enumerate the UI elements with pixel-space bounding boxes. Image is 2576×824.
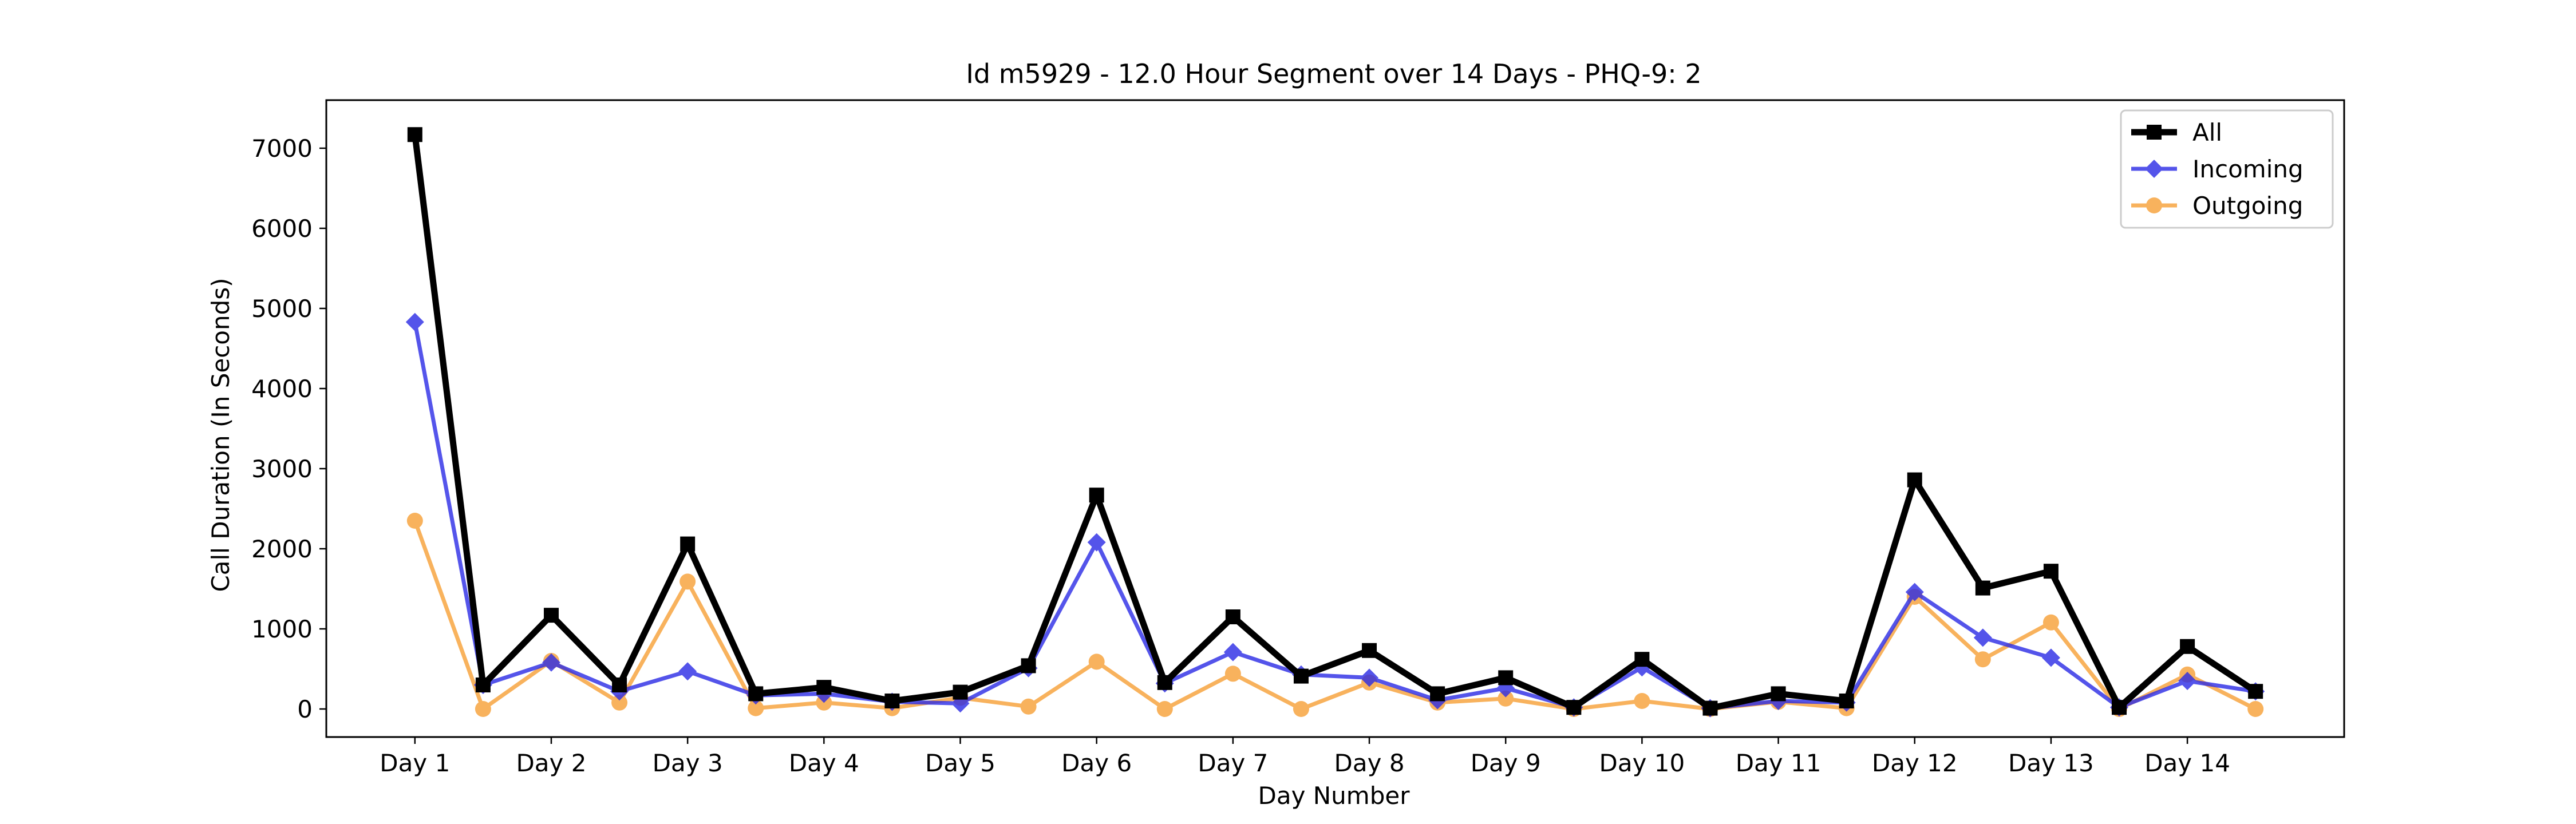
y-tick-label: 6000	[251, 215, 313, 243]
plot-area: 0 1000 2000 3000 4000 5000 6000 7000 Day 1 Day 2 D…	[251, 99, 2345, 777]
data-point	[2247, 701, 2264, 717]
legend: All Incoming Outgoing	[2120, 109, 2334, 229]
data-point	[2112, 700, 2127, 715]
chart-title: Id m5929 - 12.0 Hour Segment over 14 Day…	[966, 58, 1701, 89]
x-tick-label: Day 2	[516, 749, 586, 777]
data-point	[1088, 653, 1105, 670]
data-point	[1020, 698, 1037, 715]
x-tick-label: Day 5	[925, 749, 995, 777]
data-point	[2041, 648, 2060, 667]
data-point	[1224, 665, 1241, 682]
data-point	[406, 513, 423, 529]
y-tick-label: 0	[297, 695, 313, 723]
data-point	[2042, 614, 2059, 631]
data-point	[475, 678, 491, 692]
x-tick-label: Day 10	[1599, 749, 1685, 777]
y-tick-label: 7000	[251, 134, 313, 163]
data-point	[748, 700, 764, 716]
series-line	[412, 134, 2258, 712]
data-point	[1360, 668, 1379, 687]
data-point	[1225, 609, 1240, 624]
x-axis-label: Day Number	[1258, 782, 1410, 810]
x-tick-label: Day 4	[789, 749, 859, 777]
y-tick-label: 1000	[251, 615, 313, 643]
data-point	[1021, 658, 1036, 674]
y-tick-label: 4000	[251, 375, 313, 403]
x-tick-label: Day 1	[380, 749, 450, 777]
data-point	[1293, 668, 1309, 684]
x-tick-label: Day 11	[1736, 749, 1822, 777]
data-point	[884, 694, 900, 708]
data-point	[1839, 694, 1854, 708]
data-point	[953, 684, 968, 700]
series-line	[413, 520, 2257, 711]
y-tick-label: 5000	[251, 295, 313, 323]
data-point	[1498, 670, 1514, 686]
data-point	[542, 653, 560, 672]
data-point	[1771, 686, 1786, 702]
data-point	[1498, 690, 1514, 707]
data-point	[405, 312, 424, 331]
y-tick-label: 3000	[251, 455, 313, 483]
y-tick-label: 2000	[251, 535, 313, 563]
data-point	[1157, 675, 1172, 690]
y-axis-label: Call Duration (In Seconds)	[207, 278, 235, 592]
x-tick-label: Day 14	[2144, 749, 2230, 777]
x-tick-label: Day 9	[1471, 749, 1541, 777]
legend-label: Outgoing	[2192, 192, 2303, 220]
data-point	[612, 678, 627, 692]
data-point	[816, 680, 832, 695]
series-line	[413, 322, 2256, 711]
x-tick-label: Day 13	[2008, 749, 2094, 777]
data-point	[1293, 701, 1309, 717]
data-point	[2180, 639, 2195, 654]
x-tick-label: Day 7	[1198, 749, 1268, 777]
data-point	[1634, 693, 1650, 709]
data-point	[1973, 628, 1992, 647]
data-point	[1566, 700, 1582, 715]
data-point	[1156, 701, 1173, 717]
data-point	[1975, 580, 1990, 596]
x-tick-label: Day 8	[1334, 749, 1405, 777]
data-point	[680, 536, 696, 552]
data-point	[1362, 643, 1377, 658]
data-point	[2248, 684, 2263, 699]
data-point	[1702, 700, 1718, 716]
data-point	[678, 662, 697, 681]
data-point	[1907, 472, 1922, 488]
data-point	[407, 127, 422, 142]
legend-frame	[2120, 109, 2334, 229]
data-point	[1087, 533, 1106, 552]
data-point	[1430, 686, 1445, 702]
legend-marker	[2146, 197, 2162, 213]
data-point	[679, 573, 696, 590]
data-point	[1974, 651, 1991, 668]
legend-entry	[2131, 125, 2177, 140]
data-point	[1634, 652, 1650, 667]
plot-frame	[325, 99, 2345, 738]
data-point	[1089, 488, 1104, 503]
data-point	[748, 686, 764, 702]
legend-entry	[2131, 197, 2177, 213]
series-all	[407, 127, 2263, 716]
legend-entry	[2131, 160, 2177, 178]
data-point	[1223, 643, 1242, 661]
legend-label: Incoming	[2192, 155, 2304, 183]
legend-marker	[2145, 160, 2163, 178]
legend-marker	[2147, 125, 2162, 140]
data-point	[543, 608, 559, 623]
x-tick-label: Day 6	[1061, 749, 1132, 777]
data-point	[611, 694, 628, 711]
legend-label: All	[2192, 118, 2222, 146]
data-point	[1905, 583, 1924, 601]
data-point	[2178, 672, 2197, 690]
x-tick-label: Day 12	[1872, 749, 1958, 777]
data-point	[475, 701, 491, 717]
x-tick-label: Day 3	[653, 749, 723, 777]
data-point	[2043, 564, 2059, 579]
